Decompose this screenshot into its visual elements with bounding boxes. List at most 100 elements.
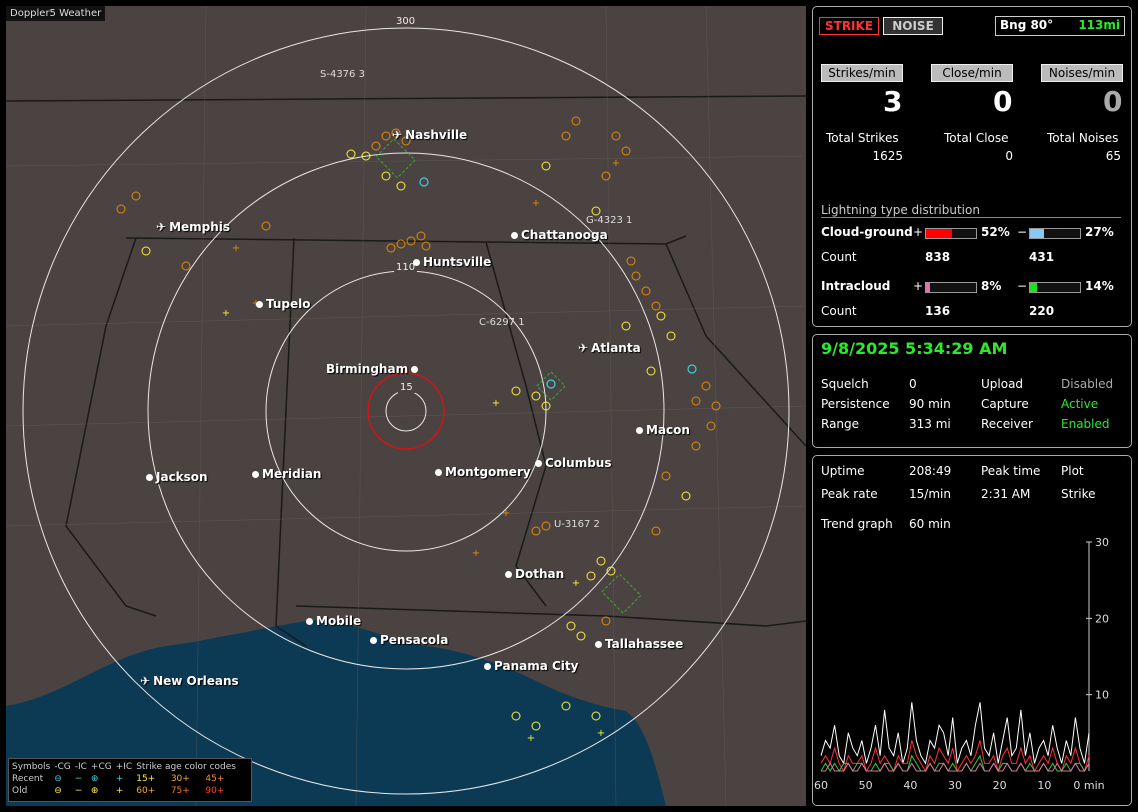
airport-icon: ✈ <box>392 128 403 142</box>
city-dot-icon <box>413 259 420 266</box>
city-new-orleans: ✈ New Orleans <box>140 674 239 688</box>
persistence-value: 90 min <box>909 397 951 411</box>
city-mobile: Mobile <box>306 614 361 628</box>
x-tick-label: 30 <box>948 779 962 792</box>
city-columbus: Columbus <box>535 456 612 470</box>
strike-mode-button[interactable]: STRIKE <box>819 17 879 35</box>
range-label: Range <box>821 417 860 431</box>
city-dot-icon <box>411 366 419 373</box>
x-tick-label: 60 <box>814 779 828 792</box>
city-jackson: Jackson <box>146 470 208 484</box>
total-strikes-value: 1625 <box>872 149 903 163</box>
x-tick-label: 50 <box>859 779 873 792</box>
svg-text:+: + <box>612 158 620 169</box>
city-birmingham: Birmingham <box>326 362 421 376</box>
svg-text:+: + <box>222 308 230 319</box>
receiver-value: Enabled <box>1061 417 1110 431</box>
total-noises-value: 65 <box>1105 149 1121 163</box>
city-dot-icon <box>252 471 259 478</box>
ic-pos-count: 136 <box>925 304 951 318</box>
city-dot-icon <box>370 637 377 644</box>
plus-sign: + <box>913 225 924 239</box>
squelch-value: 0 <box>909 377 917 391</box>
symbol-legend: Symbols -CG -IC +CG +IC Strike age color code… <box>8 758 252 802</box>
current-datetime: 9/8/2025 5:34:29 AM <box>821 339 1008 358</box>
cg-neg-count: 431 <box>1029 250 1055 264</box>
city-macon: Macon <box>636 423 690 437</box>
strike-markers: ++++++ +++++ <box>116 116 721 744</box>
lightning-map[interactable]: ++++++ +++++ Doppler5 Weather 300 110 15… <box>6 6 806 806</box>
close-per-min-label[interactable]: Close/min <box>931 64 1013 82</box>
total-close-label: Total Close <box>944 131 1009 145</box>
trend-series-line <box>820 740 1090 773</box>
squelch-label: Squelch <box>821 377 869 391</box>
trend-value: 60 min <box>909 517 951 531</box>
cg-neg-pct: 27% <box>1085 225 1114 239</box>
city-nashville: ✈ Nashville <box>392 128 468 142</box>
city-meridian: Meridian <box>252 467 321 481</box>
city-dot-icon <box>256 301 263 308</box>
cg-pos-fill <box>926 229 952 238</box>
city-dot-icon <box>435 469 442 476</box>
y-tick-label: 10 <box>1095 689 1109 702</box>
y-tick-label: 30 <box>1095 536 1109 549</box>
city-pensacola: Pensacola <box>370 633 448 647</box>
plot-value[interactable]: Strike <box>1061 487 1096 501</box>
range-value: 313 mi <box>909 417 951 431</box>
city-dot-icon <box>146 474 153 481</box>
state-borders <box>6 95 806 647</box>
ic-pos-pct: 8% <box>981 279 1002 293</box>
city-huntsville: Huntsville <box>413 255 491 269</box>
storm-label: G-4323 1 <box>586 215 633 226</box>
ic-pos-fill <box>926 283 930 292</box>
plus-sign: + <box>913 279 924 293</box>
peak-rate-value: 15/min <box>909 487 951 501</box>
airport-icon: ✈ <box>578 341 589 355</box>
capture-label: Capture <box>981 397 1029 411</box>
city-dot-icon <box>535 460 542 467</box>
persistence-label: Persistence <box>821 397 890 411</box>
ic-count-label: Count <box>821 304 857 318</box>
city-dot-icon <box>306 618 313 625</box>
svg-text:+: + <box>502 508 510 519</box>
city-atlanta: ✈ Atlanta <box>578 341 641 355</box>
noise-mode-button[interactable]: NOISE <box>883 17 943 35</box>
upload-value: Disabled <box>1061 377 1114 391</box>
cg-pos-pct: 52% <box>981 225 1010 239</box>
storm-label: U-3167 2 <box>554 519 600 530</box>
svg-text:+: + <box>232 243 240 254</box>
ring-label-300: 300 <box>394 16 418 27</box>
svg-text:+: + <box>492 398 500 409</box>
plot-label: Plot <box>1061 464 1084 478</box>
receiver-label: Receiver <box>981 417 1033 431</box>
noises-per-min-label[interactable]: Noises/min <box>1041 64 1123 82</box>
storm-label: S-4376 3 <box>320 69 365 80</box>
close-per-min-value: 0 <box>993 85 1013 118</box>
city-dothan: Dothan <box>505 567 564 581</box>
cg-neg-fill <box>1030 229 1044 238</box>
ic-neg-fill <box>1030 283 1037 292</box>
peak-time-value: 2:31 AM <box>981 487 1031 501</box>
city-tallahassee: Tallahassee <box>595 637 683 651</box>
trend-series-line <box>821 762 1090 772</box>
cg-count-label: Count <box>821 250 857 264</box>
total-noises-label: Total Noises <box>1047 131 1119 145</box>
uptime-label: Uptime <box>821 464 865 478</box>
y-tick-label: 20 <box>1095 612 1109 625</box>
svg-text:+: + <box>472 548 480 559</box>
city-memphis: ✈ Memphis <box>156 220 231 234</box>
strikes-per-min-label[interactable]: Strikes/min <box>821 64 903 82</box>
city-chattanooga: Chattanooga <box>511 228 608 242</box>
status-panel: 9/8/2025 5:34:29 AM Squelch 0 Upload Dis… <box>812 334 1132 448</box>
cg-pos-bar <box>925 228 977 239</box>
total-close-value: 0 <box>1005 149 1013 163</box>
total-strikes-label: Total Strikes <box>826 131 899 145</box>
cg-neg-bar <box>1029 228 1081 239</box>
peak-time-label: Peak time <box>981 464 1041 478</box>
ring-label-15: 15 <box>398 382 415 393</box>
x-tick-label: 20 <box>993 779 1007 792</box>
svg-text:+: + <box>527 733 535 744</box>
bearing-value: Bng 80° <box>1000 18 1054 32</box>
city-dot-icon <box>505 571 512 578</box>
capture-value: Active <box>1061 397 1099 411</box>
